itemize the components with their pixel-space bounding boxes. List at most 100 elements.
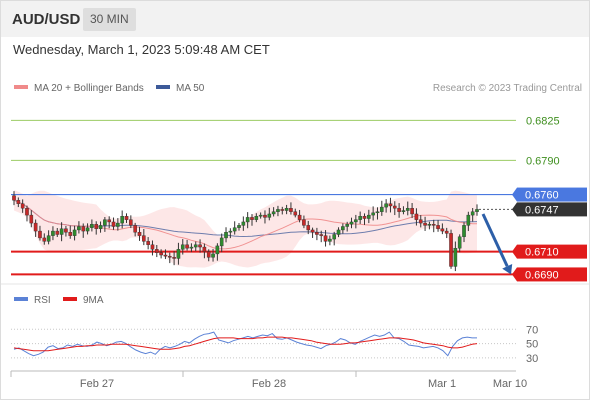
candle-body [375,211,380,214]
candle-body [427,224,432,226]
candle-body [16,200,21,204]
candle-body [341,226,345,231]
candle-body [154,249,159,253]
candle [427,221,432,230]
ma20-legend-label: MA 20 + Bollinger Bands [34,83,144,94]
candle [124,213,129,223]
rsi-tick-label: 30 [526,353,538,365]
candle [436,220,440,232]
candle [245,212,250,229]
candle-body [193,244,198,248]
candle-body [328,238,332,242]
x-axis: Feb 27 Feb 28 Mar 1 Mar 10 [10,371,527,390]
candle [453,241,458,272]
candle-body [215,245,220,255]
candle [16,197,21,208]
candle-body [159,252,163,256]
candle-body [98,225,103,229]
candle-body [354,219,358,223]
level-label-support: 0.6710 [525,247,559,259]
candle-body [336,229,341,235]
candle [237,222,241,231]
candle-body [444,230,449,234]
copyright-text: Research © 2023 Trading Central [433,83,582,94]
candle-body [367,214,371,219]
timeframe-badge[interactable]: 30 MIN [83,8,136,31]
symbol-title: AUD/USD [12,11,81,28]
candle-body [254,216,259,220]
candle-body [38,230,42,239]
candle-body [111,221,116,227]
candle [418,215,423,228]
candle-body [133,225,137,233]
level-label-resistance: 0.6790 [526,155,560,167]
candle-body [42,237,47,242]
candle [367,209,371,224]
candle [392,201,397,216]
candle-body [267,213,272,218]
candle-body [345,224,349,227]
ma50-legend-swatch [156,85,170,89]
candle [20,199,25,213]
candle-body [466,214,471,226]
candle-body [284,208,289,211]
bollinger-bands [14,190,477,268]
candle [328,235,332,246]
last-price-label: 0.6747 [525,204,559,216]
bollinger-band-fill [14,190,477,268]
candle-body [453,247,458,267]
candle-body [431,224,436,226]
candle-body [137,232,142,236]
candlesticks [12,191,479,272]
candle-body [142,235,146,242]
candle-body [167,255,172,258]
x-axis-label: Mar 10 [493,378,527,390]
candle [185,239,189,251]
candle [449,229,453,269]
candle-body [414,213,419,220]
candle [241,216,246,231]
candle-body [51,230,55,236]
candle-body [176,249,181,259]
candle [133,222,137,237]
candle [85,223,90,235]
candle-body [293,211,298,216]
candle [250,214,254,226]
candle-body [258,214,263,217]
candle-body [392,205,397,209]
candle-body [380,206,384,212]
candle [267,207,272,221]
candle-body [371,212,375,216]
candle [410,202,414,219]
candle-body [349,221,354,225]
candle-body [315,232,319,235]
candle [154,244,159,258]
candle [120,210,124,229]
candle-body [228,230,233,233]
candle [475,204,479,216]
last-price-badge [517,202,587,217]
candle [167,252,172,264]
forecast-arrow-head [502,263,513,275]
candle [129,215,133,229]
candle [98,221,103,233]
candle-body [55,230,60,235]
candle [284,204,289,215]
x-axis-label: Feb 28 [252,378,286,390]
candle-body [475,209,479,212]
candle-body [224,232,228,239]
candle [33,219,38,237]
candle-body [29,214,34,224]
candle-body [358,216,362,220]
candle [111,217,116,230]
candle [336,227,341,238]
candle [38,225,42,241]
candle-body [232,227,237,232]
candle [81,223,86,238]
candle [345,221,349,232]
x-axis-label: Feb 27 [80,378,114,390]
candle [388,197,393,213]
candle-body [276,209,280,212]
rsi-ma-line [13,336,478,352]
candle [362,213,367,225]
